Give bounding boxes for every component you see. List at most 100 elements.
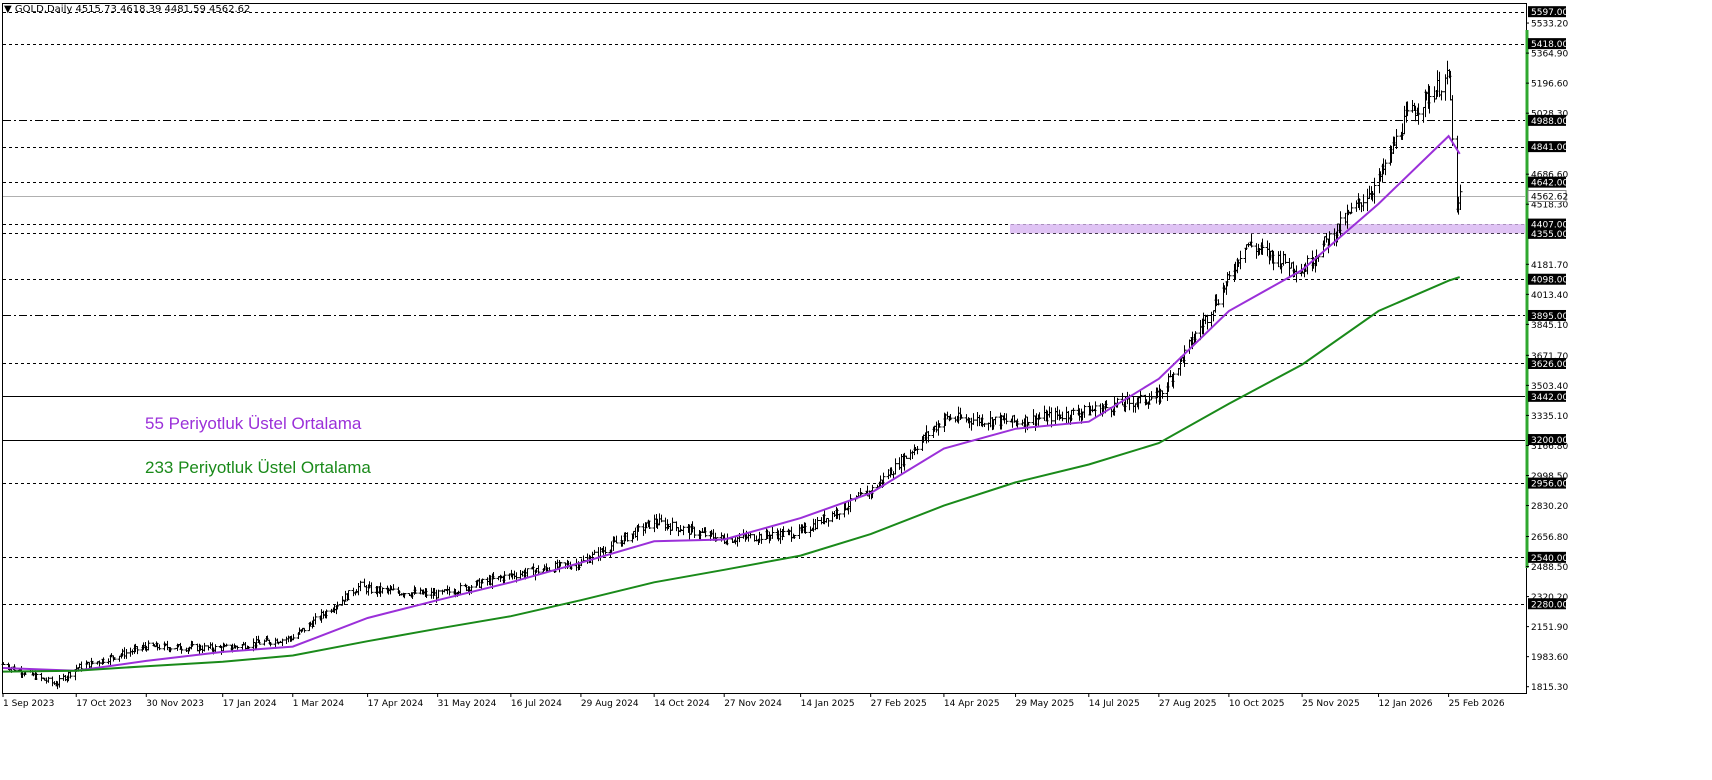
x-tick-label: 1 Mar 2024 <box>293 699 345 709</box>
level-price-tag[interactable]: 3442.00 <box>1528 390 1568 403</box>
x-tick-label: 30 Nov 2023 <box>146 699 204 709</box>
y-tick-label: 2656.80 <box>1531 533 1568 543</box>
price-bar <box>803 522 808 534</box>
symbol-label: GOLD,Daily <box>14 4 73 15</box>
svg-text:5418.00: 5418.00 <box>1531 40 1568 50</box>
price-bar <box>424 588 429 599</box>
collapse-arrow-icon[interactable]: ▼ <box>4 4 12 15</box>
price-bar <box>168 647 173 653</box>
svg-text:3442.00: 3442.00 <box>1531 393 1568 403</box>
price-bar <box>1281 251 1286 266</box>
y-tick-label: 3845.10 <box>1531 321 1568 331</box>
price-bar <box>536 565 541 576</box>
price-bar <box>948 414 953 421</box>
price-bar <box>525 568 530 578</box>
price-bar <box>1445 60 1450 85</box>
price-bar <box>362 578 367 588</box>
price-bar <box>815 517 820 530</box>
price-bar <box>893 458 898 475</box>
level-price-tag[interactable]: 2280.00 <box>1528 598 1568 610</box>
x-tick-label: 31 May 2024 <box>438 699 497 709</box>
ema55-line <box>2 134 1461 672</box>
price-bar <box>959 414 964 419</box>
y-tick-label: 2488.50 <box>1531 563 1568 573</box>
x-tick-label: 25 Nov 2025 <box>1302 699 1360 709</box>
level-price-tag[interactable]: 2956.00 <box>1528 477 1568 490</box>
price-bar <box>945 411 950 420</box>
svg-text:4642.00: 4642.00 <box>1531 179 1568 189</box>
price-bar <box>819 517 824 525</box>
y-tick-label: 1815.30 <box>1531 683 1568 693</box>
level-price-tag[interactable]: 4988.00 <box>1528 114 1568 127</box>
svg-text:2280.00: 2280.00 <box>1531 600 1568 610</box>
plot-border <box>2 3 1527 694</box>
level-price-tag[interactable]: 4355.00 <box>1528 227 1568 240</box>
price-bar <box>603 546 608 555</box>
level-price-tag[interactable]: 4098.00 <box>1528 273 1568 286</box>
price-bar <box>993 416 998 425</box>
level-price-tag[interactable]: 3200.00 <box>1528 434 1568 446</box>
x-tick-label: 14 Oct 2024 <box>654 699 710 709</box>
price-bar <box>859 492 864 495</box>
price-bar <box>1042 405 1047 421</box>
svg-text:4407.00: 4407.00 <box>1531 221 1568 231</box>
price-bar <box>692 526 697 539</box>
price-bar <box>1265 240 1270 257</box>
price-bar <box>57 674 62 688</box>
price-bar <box>1372 177 1377 204</box>
x-tick-label: 1 Sep 2023 <box>3 699 54 709</box>
level-price-tag[interactable]: 3626.00 <box>1528 357 1568 370</box>
price-bar <box>971 413 976 425</box>
price-bar <box>1082 404 1087 418</box>
level-price-tag[interactable]: 5418.00 <box>1528 38 1568 50</box>
price-bar <box>1365 188 1370 212</box>
price-bar <box>830 511 835 523</box>
price-bar <box>1055 406 1060 420</box>
price-bar <box>157 644 162 651</box>
price-bar <box>480 578 485 584</box>
price-bar <box>1243 247 1248 263</box>
price-bar <box>46 676 51 683</box>
price-bar <box>429 587 434 599</box>
price-bar <box>982 422 987 428</box>
svg-text:2540.00: 2540.00 <box>1531 554 1568 564</box>
price-bar <box>1049 407 1054 428</box>
price-bar <box>190 641 195 647</box>
x-tick-label: 17 Oct 2023 <box>76 699 132 709</box>
level-price-tag[interactable]: 4841.00 <box>1528 141 1568 153</box>
price-bar <box>1287 257 1292 277</box>
price-bar <box>681 525 686 536</box>
level-price-tag[interactable]: 5597.00 <box>1528 6 1568 18</box>
price-bar <box>1090 405 1095 413</box>
ema55-legend-label: 55 Periyotluk Üstel Ortalama <box>145 414 362 433</box>
y-tick-label: 5364.90 <box>1531 50 1568 60</box>
price-bar <box>1227 271 1232 280</box>
x-tick-label: 27 Feb 2025 <box>871 699 927 709</box>
x-tick-label: 17 Apr 2024 <box>368 699 424 709</box>
price-bar <box>1439 90 1444 101</box>
ohlc-readout: 4515.73 4618.39 4481.59 4562.62 <box>75 4 251 15</box>
svg-text:3626.00: 3626.00 <box>1531 360 1568 370</box>
price-bar <box>1432 86 1437 103</box>
level-price-tag[interactable]: 4407.00 <box>1528 218 1568 231</box>
price-bar <box>1249 233 1254 248</box>
price-bar <box>848 494 853 513</box>
price-bar <box>975 412 980 427</box>
price-bar <box>335 601 340 610</box>
price-bar <box>808 526 813 538</box>
price-bar <box>977 414 982 427</box>
x-tick-label: 27 Aug 2025 <box>1159 699 1217 709</box>
price-bar <box>39 672 44 682</box>
price-bar <box>1053 407 1058 425</box>
level-price-tag[interactable]: 2540.00 <box>1528 551 1568 564</box>
price-bar <box>596 547 601 562</box>
price-bar <box>351 587 356 597</box>
level-price-tag[interactable]: 3895.00 <box>1528 309 1568 322</box>
price-bar <box>313 613 318 625</box>
level-price-tag[interactable]: 4642.00 <box>1528 176 1568 189</box>
ema233-legend-label: 233 Periyotluk Üstel Ortalama <box>145 458 371 477</box>
price-bar <box>542 564 547 571</box>
price-bar <box>436 589 441 599</box>
